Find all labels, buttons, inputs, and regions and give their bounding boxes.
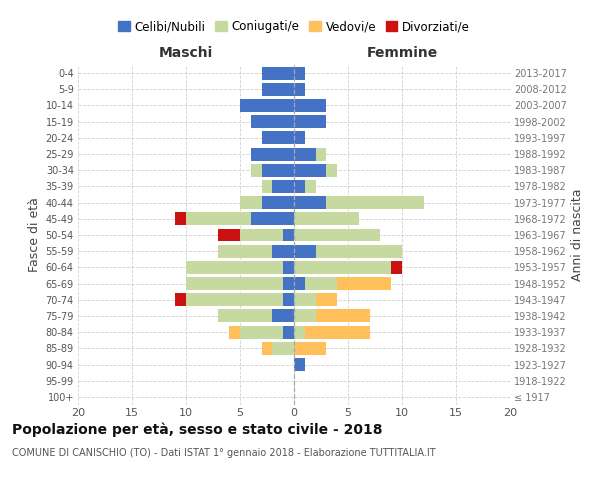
Bar [186,261,283,274]
Bar [262,164,294,176]
Bar [294,277,305,290]
Text: Popolazione per età, sesso e stato civile - 2018: Popolazione per età, sesso e stato civil… [12,422,383,437]
Bar [294,83,305,96]
Bar [294,132,305,144]
Bar [229,326,240,338]
Bar [294,342,326,355]
Bar [294,148,316,160]
Bar [218,244,272,258]
Bar [294,196,326,209]
Bar [262,66,294,80]
Bar [294,326,305,338]
Bar [294,115,326,128]
Bar [240,196,262,209]
Bar [240,228,283,241]
Bar [294,358,305,371]
Bar [186,277,283,290]
Text: COMUNE DI CANISCHIO (TO) - Dati ISTAT 1° gennaio 2018 - Elaborazione TUTTITALIA.: COMUNE DI CANISCHIO (TO) - Dati ISTAT 1°… [12,448,436,458]
Bar [316,294,337,306]
Bar [283,228,294,241]
Bar [337,277,391,290]
Bar [272,244,294,258]
Bar [251,164,262,176]
Bar [316,148,326,160]
Bar [294,66,305,80]
Bar [294,99,326,112]
Bar [262,132,294,144]
Bar [294,228,380,241]
Bar [294,310,316,322]
Bar [272,342,294,355]
Bar [186,294,283,306]
Bar [391,261,402,274]
Y-axis label: Anni di nascita: Anni di nascita [571,188,584,281]
Bar [262,83,294,96]
Bar [305,180,316,193]
Bar [272,310,294,322]
Bar [283,294,294,306]
Bar [251,148,294,160]
Bar [175,212,186,226]
Bar [294,164,326,176]
Bar [316,244,402,258]
Bar [305,277,337,290]
Bar [251,115,294,128]
Text: Maschi: Maschi [159,46,213,60]
Bar [294,294,316,306]
Bar [294,244,316,258]
Bar [316,310,370,322]
Bar [305,326,370,338]
Bar [283,326,294,338]
Bar [240,326,283,338]
Bar [251,212,294,226]
Bar [272,180,294,193]
Bar [326,196,424,209]
Bar [240,99,294,112]
Bar [294,261,391,274]
Text: Femmine: Femmine [367,46,437,60]
Bar [175,294,186,306]
Bar [218,228,240,241]
Y-axis label: Fasce di età: Fasce di età [28,198,41,272]
Bar [294,180,305,193]
Bar [326,164,337,176]
Bar [283,261,294,274]
Bar [186,212,251,226]
Bar [294,212,359,226]
Bar [262,180,272,193]
Bar [262,342,272,355]
Legend: Celibi/Nubili, Coniugati/e, Vedovi/e, Divorziati/e: Celibi/Nubili, Coniugati/e, Vedovi/e, Di… [115,16,473,36]
Bar [218,310,272,322]
Bar [283,277,294,290]
Bar [262,196,294,209]
